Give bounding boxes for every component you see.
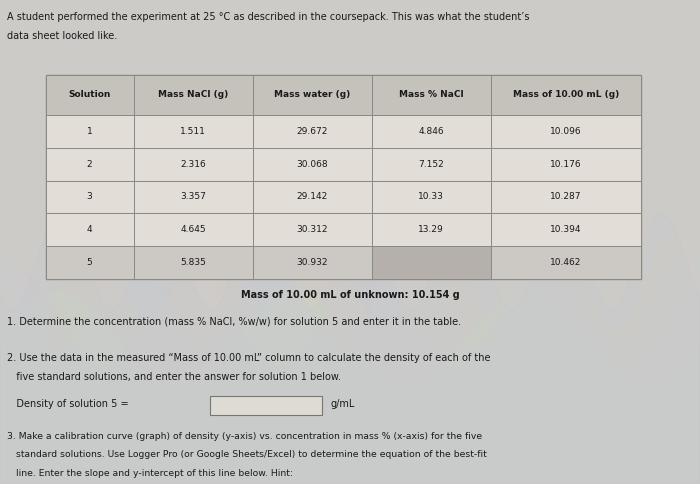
Bar	[46, 181, 134, 213]
Text: Density of solution 5 =: Density of solution 5 =	[7, 399, 129, 409]
Bar	[372, 115, 491, 148]
Bar	[253, 246, 372, 279]
Bar	[253, 115, 372, 148]
Text: line. Enter the slope and y-intercept of this line below. Hint:: line. Enter the slope and y-intercept of…	[7, 469, 293, 478]
Text: 30.312: 30.312	[297, 226, 328, 234]
Text: 3.357: 3.357	[181, 193, 206, 201]
Text: 1.511: 1.511	[181, 127, 206, 136]
Text: Mass water (g): Mass water (g)	[274, 91, 351, 99]
Bar	[491, 115, 640, 148]
Text: 3. Make a calibration curve (graph) of density (y-axis) vs. concentration in mas: 3. Make a calibration curve (graph) of d…	[7, 432, 482, 441]
Bar	[372, 148, 491, 181]
Text: 29.142: 29.142	[297, 193, 328, 201]
Text: 2.316: 2.316	[181, 160, 206, 168]
Bar	[491, 181, 640, 213]
Text: 4: 4	[87, 226, 92, 234]
Text: 10.462: 10.462	[550, 258, 581, 267]
Text: 29.672: 29.672	[297, 127, 328, 136]
Text: 5: 5	[87, 258, 92, 267]
Text: Solution: Solution	[69, 91, 111, 99]
Bar	[253, 181, 372, 213]
Text: Mass % NaCl: Mass % NaCl	[399, 91, 463, 99]
Bar	[46, 148, 134, 181]
Bar	[46, 246, 134, 279]
Bar	[134, 213, 253, 246]
Bar	[372, 181, 491, 213]
Bar	[210, 396, 322, 415]
Text: standard solutions. Use Logger Pro (or Google Sheets/Excel) to determine the equ: standard solutions. Use Logger Pro (or G…	[7, 450, 486, 459]
Bar	[372, 246, 491, 279]
Text: 30.068: 30.068	[297, 160, 328, 168]
Text: 5.835: 5.835	[181, 258, 206, 267]
Text: 10.287: 10.287	[550, 193, 582, 201]
Text: 4.846: 4.846	[419, 127, 444, 136]
Bar	[134, 75, 253, 115]
Bar	[134, 115, 253, 148]
Text: 13.29: 13.29	[419, 226, 444, 234]
Text: 1. Determine the concentration (mass % NaCl, %w/w) for solution 5 and enter it i: 1. Determine the concentration (mass % N…	[7, 317, 461, 327]
Bar	[46, 115, 134, 148]
Bar	[46, 213, 134, 246]
Bar	[253, 75, 372, 115]
Bar	[491, 148, 640, 181]
Bar	[253, 148, 372, 181]
Bar	[491, 213, 640, 246]
Text: 7.152: 7.152	[419, 160, 444, 168]
Text: 4.645: 4.645	[181, 226, 206, 234]
Bar	[372, 213, 491, 246]
Bar	[134, 148, 253, 181]
Text: Mass of 10.00 mL (g): Mass of 10.00 mL (g)	[512, 91, 619, 99]
Bar	[46, 75, 134, 115]
Text: 10.33: 10.33	[419, 193, 444, 201]
Bar	[491, 75, 640, 115]
Text: Mass NaCl (g): Mass NaCl (g)	[158, 91, 228, 99]
Text: Mass of 10.00 mL of unknown: 10.154 g: Mass of 10.00 mL of unknown: 10.154 g	[241, 290, 459, 300]
Text: 1: 1	[87, 127, 92, 136]
Bar	[253, 213, 372, 246]
Text: five standard solutions, and enter the answer for solution 1 below.: five standard solutions, and enter the a…	[7, 372, 341, 382]
Bar	[134, 246, 253, 279]
Text: 2. Use the data in the measured “Mass of 10.00 mL” column to calculate the densi: 2. Use the data in the measured “Mass of…	[7, 353, 491, 363]
Text: data sheet looked like.: data sheet looked like.	[7, 31, 118, 42]
Text: 3: 3	[87, 193, 92, 201]
Bar	[134, 181, 253, 213]
Text: 2: 2	[87, 160, 92, 168]
Text: 10.394: 10.394	[550, 226, 582, 234]
Text: A student performed the experiment at 25 °C as described in the coursepack. This: A student performed the experiment at 25…	[7, 12, 529, 22]
Bar	[372, 75, 491, 115]
Text: 30.932: 30.932	[297, 258, 328, 267]
Text: 10.176: 10.176	[550, 160, 582, 168]
Text: g/mL: g/mL	[330, 399, 355, 409]
Bar	[491, 246, 640, 279]
Bar	[46, 75, 641, 279]
Text: 10.096: 10.096	[550, 127, 582, 136]
